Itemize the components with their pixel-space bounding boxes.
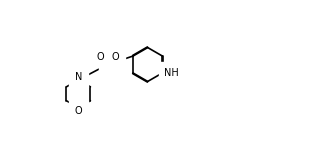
Text: N: N (75, 72, 82, 82)
Text: O: O (74, 106, 82, 116)
Text: O: O (111, 52, 119, 62)
Text: NH: NH (164, 68, 179, 78)
Text: O: O (96, 52, 104, 62)
Text: S: S (105, 59, 111, 69)
